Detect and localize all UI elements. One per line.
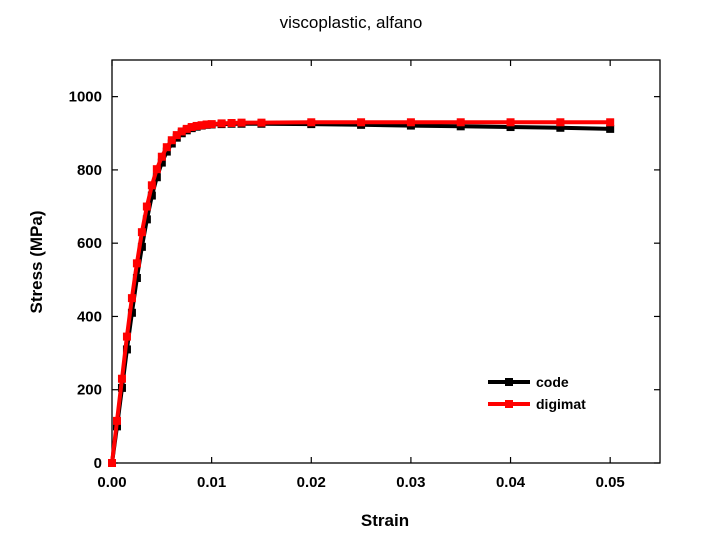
series-point-code	[137, 242, 146, 251]
legend-label-digimat: digimat	[536, 396, 586, 412]
series-line-code	[110, 121, 611, 464]
series-point-digimat	[137, 228, 146, 237]
series-point-code	[606, 124, 615, 133]
series-point-digimat	[177, 127, 186, 136]
series-point-digimat	[257, 118, 266, 127]
series-point-code	[456, 122, 465, 131]
series-point-code	[147, 191, 156, 200]
y-axis-label: Stress (MPa)	[27, 211, 46, 314]
series-point-digimat	[207, 120, 216, 129]
series-point-digimat	[147, 181, 156, 190]
series-point-digimat	[227, 119, 236, 128]
series-point-code	[157, 158, 166, 167]
series-layer	[108, 118, 615, 467]
series-point-digimat	[162, 143, 171, 152]
legend: code digimat	[488, 374, 586, 412]
series-point-digimat	[406, 118, 415, 127]
series-point-digimat	[202, 120, 211, 129]
x-axis-label: Strain	[361, 511, 409, 530]
series-point-digimat	[556, 118, 565, 127]
series-point-digimat	[112, 416, 121, 425]
y-tick-label: 1000	[69, 89, 102, 106]
series-point-code	[132, 273, 141, 282]
legend-marker-code	[505, 378, 513, 386]
series-point-digimat	[357, 118, 366, 127]
series-point-digimat	[217, 119, 226, 128]
series-point-code	[556, 123, 565, 132]
y-tick-label: 600	[77, 235, 102, 252]
x-tick-label: 0.02	[297, 474, 326, 491]
series-point-digimat	[108, 459, 116, 467]
series-point-digimat	[182, 124, 191, 133]
series-point-digimat	[187, 123, 196, 132]
y-tick-label: 400	[77, 308, 102, 325]
series-point-digimat	[172, 131, 181, 140]
axis-ticks: 0.00 0.01 0.02 0.03 0.04 0.05 0 200 400 600 800 100…	[69, 60, 660, 491]
legend-label-code: code	[536, 374, 569, 390]
series-point-digimat	[456, 118, 465, 127]
series-point-digimat	[142, 202, 151, 211]
x-tick-label: 0.03	[396, 474, 425, 491]
series-point-code	[162, 147, 171, 156]
series-point-digimat	[157, 152, 166, 161]
series-point-digimat	[152, 165, 161, 174]
series-point-digimat	[132, 259, 141, 268]
y-tick-label: 200	[77, 382, 102, 399]
x-tick-label: 0.00	[97, 474, 126, 491]
y-tick-label: 0	[94, 455, 102, 472]
series-point-digimat	[192, 121, 201, 130]
y-tick-label: 800	[77, 162, 102, 179]
legend-marker-digimat	[505, 400, 513, 408]
series-point-digimat	[197, 121, 206, 130]
series-point-code	[152, 173, 161, 182]
series-point-code	[142, 215, 151, 224]
series-point-digimat	[307, 118, 316, 127]
series-point-digimat	[606, 118, 615, 127]
x-tick-label: 0.01	[197, 474, 226, 491]
series-point-code	[506, 123, 515, 132]
series-point-digimat	[237, 118, 246, 127]
x-tick-label: 0.05	[596, 474, 625, 491]
plot-frame	[111, 59, 661, 464]
series-point-digimat	[127, 294, 136, 303]
chart-title: viscoplastic, alfano	[280, 13, 423, 32]
series-point-digimat	[117, 374, 126, 383]
x-tick-label: 0.04	[496, 474, 526, 491]
series-point-digimat	[122, 332, 131, 341]
series-point-digimat	[506, 118, 515, 127]
series-point-digimat	[167, 136, 176, 145]
